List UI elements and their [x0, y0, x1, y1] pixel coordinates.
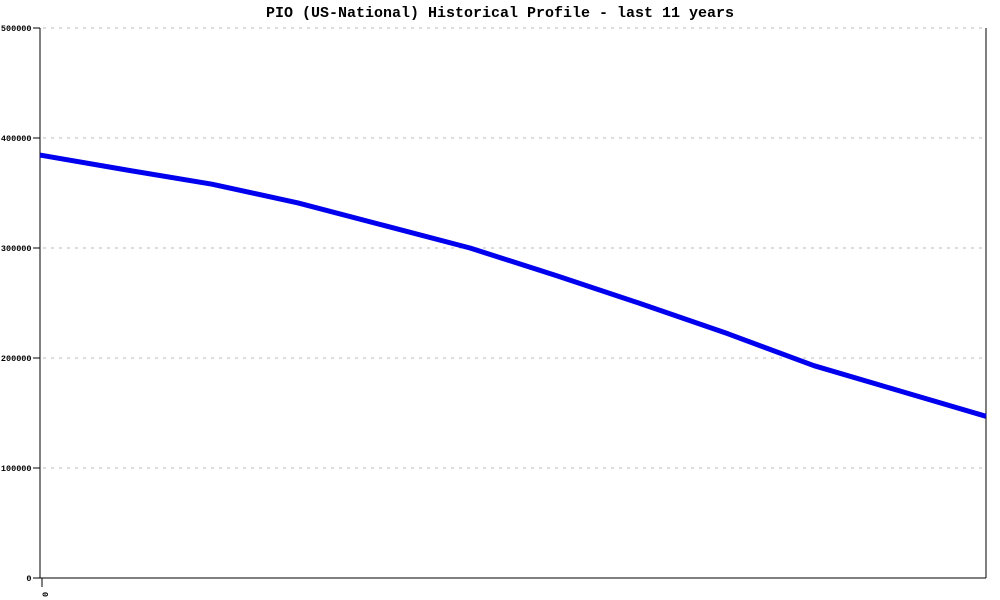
chart-title: PIO (US-National) Historical Profile - l…: [265, 5, 735, 22]
y-tick-label: 400000: [1, 134, 32, 144]
y-tick-label: 500000: [1, 24, 32, 34]
y-tick-label: 0: [26, 574, 31, 584]
y-tick-label: 200000: [1, 354, 32, 364]
data-line: [39, 152, 987, 419]
x-tick-label: 0: [41, 592, 51, 597]
y-tick-label: 300000: [1, 244, 32, 254]
y-tick-label: 100000: [1, 464, 32, 474]
